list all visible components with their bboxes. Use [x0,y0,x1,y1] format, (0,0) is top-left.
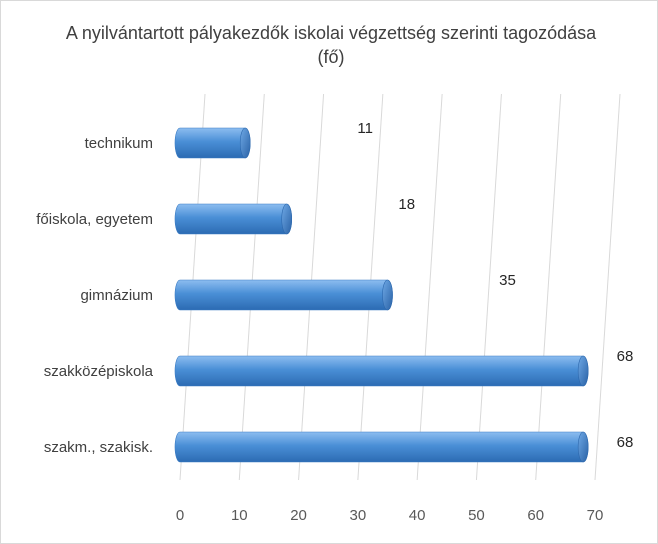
chart-title: A nyilvántartott pályakezdők iskolai vég… [65,23,597,67]
data-label: 18 [398,196,415,213]
category-label: szakm., szakisk. [44,439,153,456]
x-tick-label: 60 [527,507,544,524]
x-tick-label: 10 [231,507,248,524]
bar [174,431,589,463]
bar [174,203,293,235]
category-label: főiskola, egyetem [36,211,153,228]
category-label: technikum [85,135,153,152]
category-label: gimnázium [80,287,153,304]
bar [174,279,393,311]
x-tick-label: 70 [587,507,604,524]
x-tick-label: 0 [176,507,184,524]
data-label: 11 [357,120,373,137]
data-label: 68 [617,434,634,451]
data-label: 68 [617,348,634,365]
gridline [594,93,621,481]
x-tick-label: 20 [290,507,307,524]
data-label: 35 [499,272,516,289]
x-tick-label: 40 [409,507,426,524]
x-tick-label: 50 [468,507,485,524]
gridline [416,93,443,481]
gridline [535,93,562,481]
gridline [475,93,502,481]
x-tick-label: 30 [350,507,367,524]
bar [174,355,589,387]
bar [174,127,251,159]
category-label: szakközépiskola [44,363,154,380]
